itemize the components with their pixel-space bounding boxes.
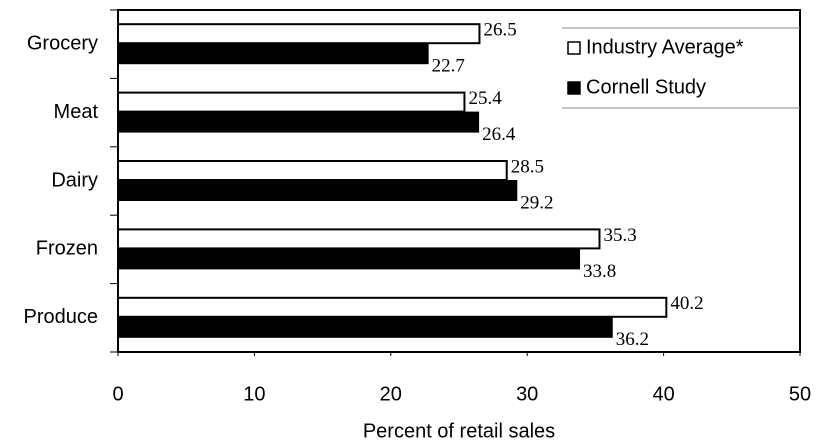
bar xyxy=(117,228,601,250)
y-tick-label: Frozen xyxy=(36,238,98,260)
value-label: 35.3 xyxy=(603,225,636,246)
value-label: 33.8 xyxy=(583,261,616,282)
x-tick-label: 10 xyxy=(243,383,265,405)
bar xyxy=(117,91,466,113)
y-tick-label: Meat xyxy=(54,101,99,123)
legend-label: Cornell Study xyxy=(586,76,706,98)
y-tick-label: Grocery xyxy=(27,32,98,54)
bar xyxy=(117,180,518,201)
bar xyxy=(117,160,508,181)
value-label: 29.2 xyxy=(520,192,553,213)
value-label: 26.5 xyxy=(483,20,516,41)
legend-label: Industry Average* xyxy=(586,36,744,58)
value-label: 28.5 xyxy=(511,156,544,177)
bar xyxy=(117,296,668,318)
value-label: 40.2 xyxy=(670,293,703,314)
y-tick-label: Produce xyxy=(24,306,99,328)
legend-swatch xyxy=(567,81,581,95)
x-tick-label: 0 xyxy=(112,383,123,405)
x-axis-label: Percent of retail sales xyxy=(363,420,555,442)
legend-swatch xyxy=(567,41,581,55)
value-label: 22.7 xyxy=(432,56,465,77)
bar xyxy=(117,316,613,338)
value-label: 36.2 xyxy=(616,329,649,350)
x-tick-label: 20 xyxy=(380,383,402,405)
value-label: 25.4 xyxy=(468,88,502,109)
x-tick-label: 40 xyxy=(652,383,674,405)
x-tick-label: 50 xyxy=(789,383,811,405)
bar xyxy=(117,248,581,270)
bar xyxy=(117,111,480,133)
value-label: 26.4 xyxy=(482,124,516,145)
bar xyxy=(117,23,481,45)
y-tick-label: Dairy xyxy=(51,169,98,191)
bar xyxy=(117,43,429,65)
x-tick-label: 30 xyxy=(516,383,538,405)
